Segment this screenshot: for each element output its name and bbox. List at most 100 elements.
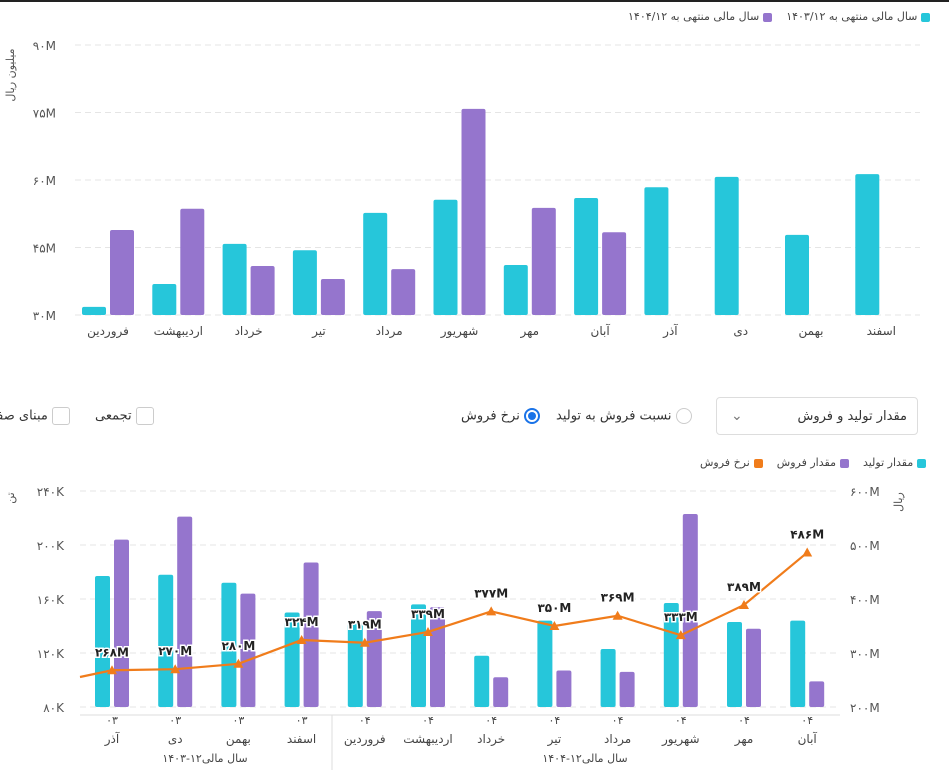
checkbox[interactable]	[135, 407, 154, 425]
legend-label: نرخ فروش	[700, 456, 750, 469]
y-right-axis-label: ریال	[892, 492, 905, 512]
y-right-tick-label: ۵۰۰M	[850, 539, 880, 553]
rate-point-marker	[802, 547, 813, 557]
bar-production	[727, 621, 742, 707]
x-tick-label: تیر	[311, 324, 326, 339]
y-tick-label: ۳۰M	[33, 309, 56, 323]
bar-sales	[240, 593, 256, 707]
x-tick-year: ۰۴	[548, 714, 560, 727]
rate-point-marker	[486, 606, 497, 616]
y-right-tick-label: ۳۰۰M	[850, 647, 880, 661]
checkbox-label: مبنای صفر	[0, 408, 48, 424]
chart2-legend: مقدار تولید مقدار فروش نرخ فروش	[700, 456, 927, 469]
y-left-tick-label: ۲۰۰K	[37, 539, 65, 553]
bar-1403	[855, 174, 880, 315]
group-label-1403: سال مالی۱۲-۱۴۰۳	[162, 752, 247, 765]
x-tick-month: بهمن	[226, 732, 251, 747]
rate-data-label: ۳۶۹M	[601, 591, 635, 605]
x-tick-label: آبان	[591, 323, 611, 338]
y-tick-label: ۴۵M	[33, 242, 56, 256]
bar-1403	[433, 199, 458, 315]
checkbox[interactable]	[52, 407, 71, 425]
rate-data-label: ۲۸۰M	[221, 639, 255, 653]
bar-1404	[602, 232, 627, 315]
x-tick-label: دی	[733, 324, 748, 338]
y-right-tick-label: ۲۰۰M	[850, 701, 880, 715]
bar-1403	[152, 283, 177, 315]
bar-1403	[363, 212, 388, 315]
x-tick-year: ۰۳	[232, 714, 244, 727]
radio-button[interactable]	[675, 408, 692, 424]
x-tick-year: ۰۳	[169, 714, 181, 727]
bar-production	[95, 576, 110, 707]
bar-1403	[292, 250, 317, 315]
x-tick-year: ۰۳	[296, 714, 308, 727]
radio-ratio[interactable]: نسبت فروش به تولید	[556, 408, 692, 424]
y-right-tick-label: ۴۰۰M	[850, 593, 880, 607]
x-tick-year: ۰۴	[801, 714, 813, 727]
bar-sales	[303, 562, 319, 707]
bar-production	[474, 655, 490, 707]
bar-sales	[430, 607, 445, 707]
legend-item-production[interactable]: مقدار تولید	[862, 456, 927, 469]
radio-button-selected[interactable]	[524, 408, 540, 424]
radio-label: نرخ فروش	[461, 408, 520, 424]
x-tick-month: اسفند	[287, 732, 316, 746]
rate-point-marker	[170, 664, 181, 674]
y-left-tick-label: ۱۶۰K	[37, 593, 65, 607]
x-tick-year: ۰۴	[359, 714, 371, 727]
y-right-tick-label: ۶۰۰M	[850, 485, 880, 499]
bar-1404	[531, 207, 556, 315]
chart1-legend: سال مالی منتهی به ۱۴۰۳/۱۲ سال مالی منتهی…	[628, 10, 931, 23]
x-tick-month: تیر	[547, 732, 562, 747]
bar-sales	[809, 681, 825, 707]
bar-production	[158, 574, 174, 707]
legend-item-rate[interactable]: نرخ فروش	[700, 456, 763, 469]
y-left-tick-label: ۲۴۰K	[37, 485, 65, 499]
chevron-down-icon: ⌄	[731, 408, 743, 424]
checkbox-cumulative[interactable]: تجمعی	[95, 407, 154, 425]
x-tick-month: آبان	[798, 731, 818, 746]
legend-label: مقدار تولید	[862, 456, 914, 469]
rate-data-label: ۳۳۳M	[664, 610, 698, 624]
rate-point-marker	[549, 621, 560, 630]
legend-item-sales[interactable]: مقدار فروش	[777, 456, 849, 469]
chart1-svg: ۳۰M ۴۵M ۶۰M ۷۵M ۹۰M میلیون ریال فروردین اردیبهش…	[4, 39, 920, 339]
bar-sales	[493, 677, 509, 707]
rate-data-label: ۳۸۹M	[727, 580, 761, 594]
bar-1403	[644, 187, 669, 315]
bar-production	[537, 620, 553, 707]
bar-production	[347, 623, 363, 707]
bar-production	[600, 648, 616, 707]
bar-1403	[574, 198, 599, 315]
bar-1403	[785, 234, 809, 315]
checkbox-zero-base[interactable]: مبنای صفر	[0, 407, 71, 425]
chart-type-dropdown[interactable]: مقدار تولید و فروش ⌄	[716, 397, 918, 435]
y-tick-label: ۶۰M	[33, 174, 56, 188]
bar-production	[663, 603, 679, 707]
bar-sales	[114, 539, 129, 707]
rate-point-marker	[359, 637, 370, 647]
bar-1404	[180, 208, 205, 315]
bar-sales	[746, 628, 761, 707]
rate-point-marker	[107, 665, 117, 675]
checkbox-label: تجمعی	[95, 408, 132, 424]
rate-data-label: ۴۸۶M	[790, 528, 824, 542]
x-tick-year: ۰۴	[422, 714, 434, 727]
x-tick-year: ۰۴	[485, 714, 497, 727]
bar-1404	[391, 269, 416, 315]
radio-rate[interactable]: نرخ فروش	[461, 408, 540, 424]
y-tick-label: ۹۰M	[33, 39, 56, 53]
legend-label: مقدار فروش	[776, 456, 836, 469]
bar-production	[790, 620, 806, 707]
x-tick-label: اردیبهشت	[154, 324, 203, 339]
y-left-axis-label: تن	[4, 492, 17, 503]
legend-item-1404[interactable]: سال مالی منتهی به ۱۴۰۴/۱۲	[628, 10, 773, 23]
x-tick-year: ۰۴	[738, 714, 750, 727]
top-border	[0, 0, 949, 2]
legend-item-1403[interactable]: سال مالی منتهی به ۱۴۰۳/۱۲	[786, 10, 931, 23]
rate-data-label: ۳۵۰M	[537, 601, 571, 615]
y-left-tick-label: ۱۲۰K	[37, 647, 65, 661]
bar-1404	[320, 279, 345, 315]
bar-1403	[503, 265, 528, 315]
